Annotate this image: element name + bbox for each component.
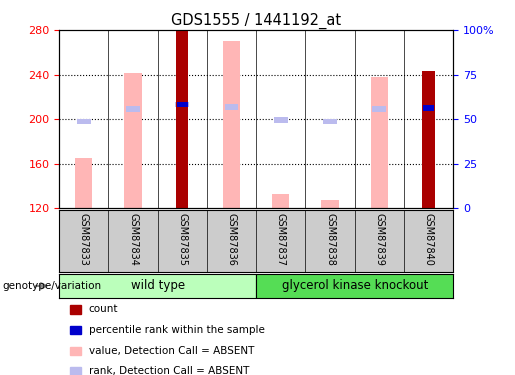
Text: percentile rank within the sample: percentile rank within the sample [89,325,265,335]
Bar [321,200,339,208]
Bar [75,158,93,208]
Bar [323,118,337,124]
Text: GSM87835: GSM87835 [177,213,187,266]
Bar [422,105,436,111]
Text: GSM87836: GSM87836 [227,213,236,266]
Bar [126,106,140,112]
Text: GSM87840: GSM87840 [423,213,434,266]
Text: glycerol kinase knockout: glycerol kinase knockout [282,279,428,292]
Bar [371,77,388,208]
Bar [225,104,238,110]
Bar [272,194,289,208]
Text: GSM87837: GSM87837 [276,213,286,266]
Text: GSM87838: GSM87838 [325,213,335,266]
Bar [274,117,288,123]
Title: GDS1555 / 1441192_at: GDS1555 / 1441192_at [171,12,341,28]
Bar [77,118,91,124]
Text: GSM87833: GSM87833 [79,213,89,266]
Bar [125,74,142,208]
Text: GSM87839: GSM87839 [374,213,384,266]
Bar [177,102,188,107]
Bar [176,102,189,107]
Text: count: count [89,304,118,314]
Bar [223,41,240,208]
Bar [372,106,386,112]
Text: value, Detection Call = ABSENT: value, Detection Call = ABSENT [89,346,254,355]
Text: rank, Detection Call = ABSENT: rank, Detection Call = ABSENT [89,366,249,375]
Bar [422,71,435,208]
Bar [423,105,434,111]
Bar [176,30,188,208]
Text: GSM87834: GSM87834 [128,213,138,266]
Text: genotype/variation: genotype/variation [3,281,101,291]
Text: wild type: wild type [131,279,185,292]
